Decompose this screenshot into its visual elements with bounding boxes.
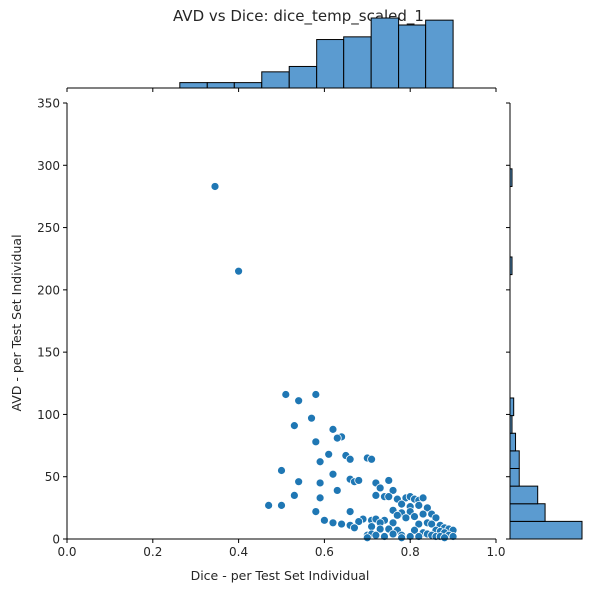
scatter-plot-area: 0.0 0.2 0.4 0.6 0.8 1.0050100150200250300350 … [9, 97, 506, 584]
scatter-point [431, 513, 441, 523]
y-tick-label: 250 [37, 221, 60, 235]
y-tick-label: 300 [37, 159, 60, 173]
x-tick-label: 1.0 [486, 545, 505, 559]
scatter-point [367, 522, 376, 531]
axes: 0.0 0.2 0.4 0.6 0.8 1.0 0 50 100 150 200 250 300 350 [37, 97, 505, 560]
scatter-point [324, 449, 334, 459]
marginal-y-histogram [506, 102, 583, 540]
scatter-point [388, 529, 398, 539]
scatter-point [311, 390, 321, 399]
scatter-point [414, 519, 424, 529]
scatter-point [384, 476, 394, 485]
scatter-point [289, 421, 299, 431]
scatter-point [234, 266, 244, 276]
marginal-x-bar [206, 82, 235, 89]
x-axis-label: Dice - per Test Set Individual [191, 568, 370, 583]
scatter-point [345, 454, 355, 464]
x-tick-label: 0.2 [143, 545, 162, 559]
scatter-point [397, 533, 407, 543]
marginal-y-bar [509, 520, 583, 540]
scatter-point [414, 500, 424, 510]
scatter-point [307, 413, 316, 423]
scatter-point [315, 493, 325, 503]
marginal-x-histogram [66, 17, 497, 92]
scatter-point [410, 525, 419, 535]
marginal-y-bar [509, 432, 517, 452]
x-tick-label: 0.0 [57, 545, 76, 559]
scatter-point [388, 486, 398, 495]
marginal-y-bar [509, 467, 520, 487]
scatter-point [315, 478, 325, 488]
marginal-y-bar [509, 168, 513, 187]
marginal-x-bar [233, 82, 263, 89]
y-tick-label: 350 [37, 97, 60, 111]
y-axis-label: AVD - per Test Set Individual [9, 234, 24, 411]
marginal-x-bar [288, 65, 318, 89]
scatter-point [264, 500, 274, 510]
scatter-point [277, 500, 286, 510]
scatter-point [210, 182, 220, 191]
scatter-point [410, 512, 419, 521]
scatter-point [319, 515, 329, 525]
scatter-point [388, 518, 398, 528]
scatter-point [328, 469, 338, 479]
marginal-y-bar [509, 256, 513, 276]
x-tick-label: 0.6 [315, 545, 334, 559]
marginal-x-bar [425, 19, 454, 89]
scatter-point [315, 457, 325, 467]
marginal-y-bar [509, 415, 513, 434]
marginal-y-bar [509, 397, 515, 417]
scatter-points [210, 182, 458, 543]
scatter-point [337, 519, 346, 529]
scatter-point [294, 477, 304, 487]
scatter-point [311, 507, 321, 516]
scatter-point [277, 466, 286, 475]
scatter-point [345, 507, 355, 516]
scatter-point [418, 493, 428, 503]
marginal-x-bar [261, 71, 290, 89]
marginal-y-bar [509, 450, 520, 469]
scatter-point [375, 524, 385, 534]
marginal-y-bar [509, 503, 546, 522]
scatter-point [311, 437, 321, 447]
scatter-point [350, 523, 359, 533]
scatter-point [294, 396, 304, 406]
y-tick-label: 100 [37, 408, 60, 422]
scatter-point [397, 499, 407, 509]
x-tick-label: 0.4 [229, 545, 248, 559]
marginal-x-bar [316, 39, 345, 89]
scatter-point [375, 483, 385, 493]
scatter-point [289, 490, 299, 500]
scatter-point [440, 533, 449, 543]
scatter-point [422, 503, 432, 513]
marginal-x-bar [343, 36, 372, 89]
marginal-x-bar [370, 17, 400, 89]
y-tick-label: 200 [37, 283, 60, 297]
marginal-x-bar [179, 82, 208, 89]
scatter-point [354, 476, 364, 485]
scatter-point [427, 519, 437, 529]
scatter-point [401, 513, 411, 523]
scatter-point [392, 510, 402, 520]
scatter-point [362, 533, 372, 543]
y-tick-label: 0 [52, 533, 60, 547]
scatter-point [371, 490, 381, 500]
scatter-point [367, 454, 376, 464]
scatter-point [418, 509, 428, 519]
scatter-point [371, 530, 381, 540]
y-tick-label: 150 [37, 346, 60, 360]
x-tick-label: 0.8 [401, 545, 420, 559]
marginal-x-bar [398, 24, 427, 89]
chart-title: AVD vs Dice: dice_temp_scaled_1 [173, 7, 424, 25]
scatter-point [332, 433, 342, 443]
scatter-point [384, 492, 394, 502]
scatter-point [328, 424, 338, 434]
scatter-point [332, 486, 342, 495]
y-tick-label: 50 [45, 470, 60, 484]
scatter-point [354, 517, 364, 526]
scatter-point [281, 390, 291, 399]
marginal-y-bar [509, 485, 539, 505]
scatter-point [328, 518, 338, 528]
